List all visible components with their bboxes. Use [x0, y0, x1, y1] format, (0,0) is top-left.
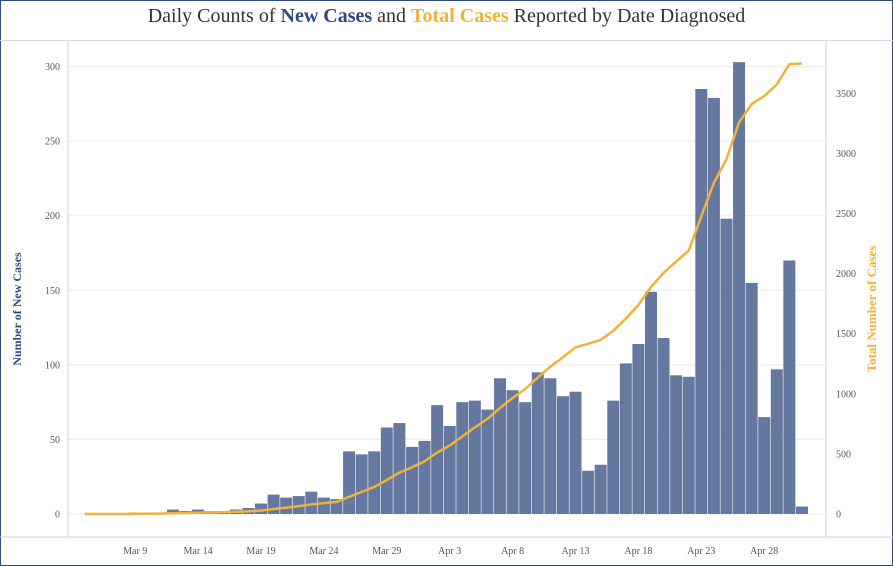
right-tick-label: 500 [836, 449, 851, 460]
bar-new-cases [682, 376, 695, 514]
bar-new-cases [468, 400, 481, 514]
x-axis-ticks: Mar 9 Mar 14 Mar 19 Mar 24 Mar 29 Apr 3 Apr 8 A… [123, 546, 778, 557]
bar-new-cases [619, 363, 632, 514]
bar-new-cases [343, 451, 356, 514]
x-tick-label: Apr 3 [438, 546, 461, 557]
bar-new-cases [644, 291, 657, 514]
left-tick-label: 250 [45, 137, 60, 148]
title-total-cases: Total Cases [411, 5, 509, 27]
bar-new-cases [758, 417, 771, 514]
x-tick-label: Apr 28 [750, 546, 778, 557]
x-tick-label: Mar 14 [184, 546, 213, 557]
right-tick-label: 1500 [836, 329, 856, 340]
bar-new-cases [255, 503, 268, 514]
bar-new-cases [380, 427, 393, 514]
bar-new-cases [317, 497, 330, 514]
bar-new-cases [393, 423, 406, 514]
right-axis-ticks: 0 500 1000 1500 2000 2500 3000 3500 [836, 89, 856, 521]
bar-new-cases [632, 343, 645, 514]
right-tick-label: 2500 [836, 209, 856, 220]
bar-new-cases [506, 390, 519, 514]
bar-new-cases [443, 426, 456, 514]
bar-new-cases [494, 378, 507, 514]
x-tick-label: Mar 9 [123, 546, 147, 557]
bar-new-cases [594, 464, 607, 514]
bar-new-cases [531, 372, 544, 514]
bar-new-cases [733, 62, 746, 514]
left-tick-label: 300 [45, 62, 60, 73]
right-tick-label: 1000 [836, 389, 856, 400]
bar-new-cases [670, 375, 683, 514]
right-tick-label: 2000 [836, 269, 856, 280]
bar-new-cases [267, 494, 280, 514]
left-tick-label: 0 [55, 510, 60, 521]
left-tick-label: 200 [45, 211, 60, 222]
x-tick-label: Apr 18 [624, 546, 652, 557]
bar-series-new-cases [129, 62, 808, 515]
bar-new-cases [556, 396, 569, 514]
x-tick-label: Apr 13 [561, 546, 589, 557]
left-tick-label: 50 [50, 435, 60, 446]
bar-new-cases [795, 506, 808, 514]
title-prefix: Daily Counts of [147, 5, 281, 27]
left-axis-label: Number of New Cases [10, 252, 24, 366]
bar-new-cases [368, 451, 381, 514]
bar-new-cases [745, 282, 758, 514]
bar-new-cases [720, 218, 733, 514]
chart-title: Daily Counts of New Cases and Total Case… [0, 5, 893, 28]
axes [0, 41, 893, 538]
bar-new-cases [481, 409, 494, 514]
header-divider [0, 40, 893, 41]
bar-new-cases [355, 454, 368, 514]
bar-new-cases [431, 405, 444, 514]
bar-new-cases [695, 88, 708, 515]
right-axis-label: Total Number of Cases [864, 246, 879, 373]
bar-new-cases [783, 260, 796, 514]
bar-new-cases [582, 470, 595, 514]
bar-new-cases [569, 391, 582, 514]
bar-new-cases [418, 440, 431, 514]
line-series-total-cases [84, 62, 803, 516]
bar-new-cases [707, 97, 720, 514]
title-new-cases: New Cases [280, 5, 373, 27]
bar-new-cases [166, 509, 179, 514]
left-axis-ticks: 0 50 100 150 200 250 300 [45, 62, 60, 520]
x-tick-label: Mar 19 [246, 546, 275, 557]
bar-new-cases [657, 338, 670, 514]
bar-new-cases [770, 369, 783, 514]
title-suffix: Reported by Date Diagnosed [508, 5, 746, 27]
x-tick-label: Apr 8 [501, 546, 524, 557]
x-tick-label: Apr 23 [687, 546, 715, 557]
bar-new-cases [519, 402, 532, 514]
bar-new-cases [305, 491, 318, 514]
title-middle: and [372, 5, 412, 27]
bar-new-cases [607, 400, 620, 514]
x-tick-label: Mar 29 [372, 546, 401, 557]
right-tick-label: 0 [836, 510, 841, 521]
bar-new-cases [544, 378, 557, 514]
right-tick-label: 3000 [836, 149, 856, 160]
right-tick-label: 3500 [836, 89, 856, 100]
x-tick-label: Mar 24 [309, 546, 338, 557]
bar-new-cases [456, 402, 469, 514]
left-tick-label: 100 [45, 360, 60, 371]
bar-new-cases [405, 446, 418, 514]
bar-new-cases [280, 497, 293, 514]
left-tick-label: 150 [45, 286, 60, 297]
